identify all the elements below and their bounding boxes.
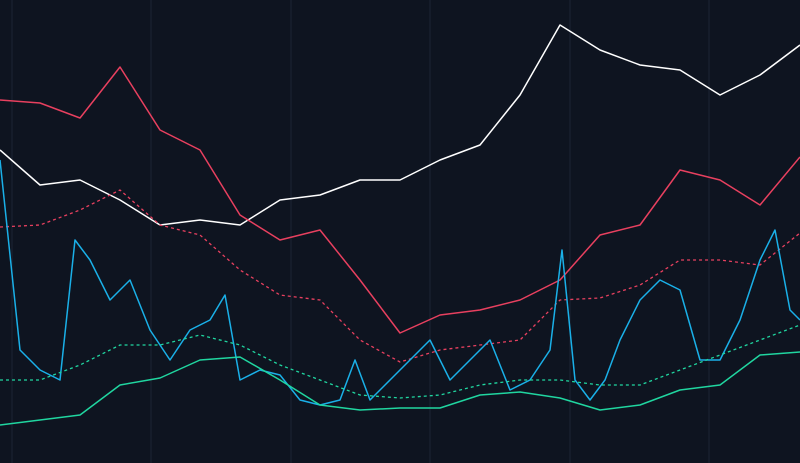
cyan-line [0, 159, 800, 406]
white-line [0, 24, 800, 226]
green-solid-line [0, 351, 800, 426]
grid [11, 0, 710, 463]
red-dashed-line [0, 189, 800, 363]
red-solid-line [0, 66, 800, 334]
green-dashed-line [0, 324, 800, 399]
series-group [0, 24, 800, 426]
